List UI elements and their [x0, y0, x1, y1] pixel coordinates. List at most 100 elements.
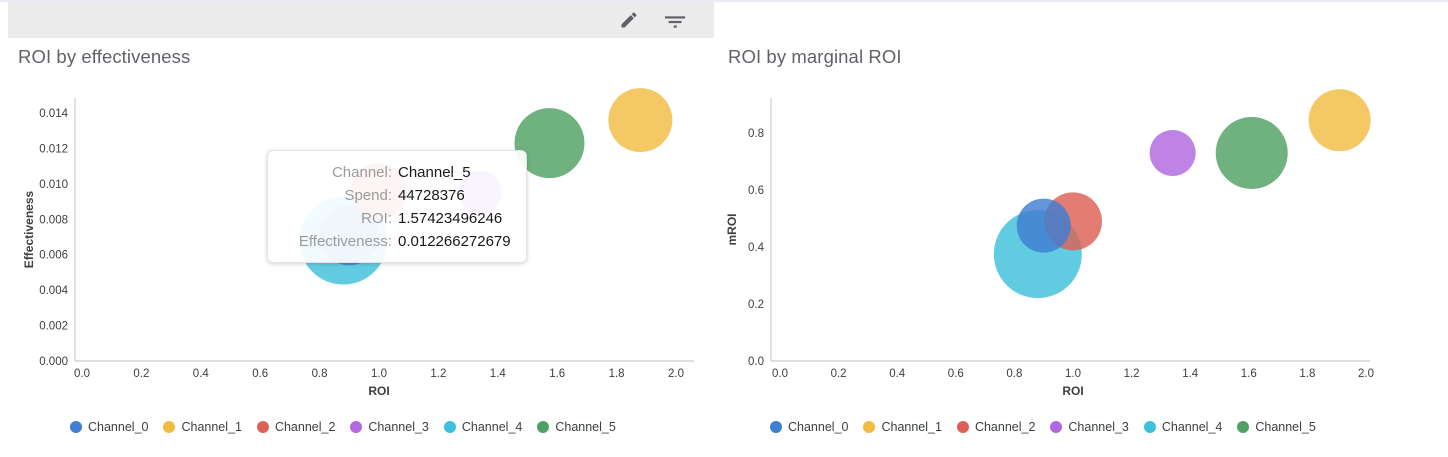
legend-item-Channel_5[interactable]: Channel_5	[1237, 420, 1316, 434]
chart-tooltip: Channel: Channel_5 Spend: 44728376 ROI: …	[267, 150, 527, 263]
legend-dot-icon	[770, 421, 782, 433]
x-tick-label: 0.6	[948, 368, 964, 380]
legend-item-Channel_4[interactable]: Channel_4	[443, 420, 523, 434]
legend-dot-icon	[1143, 421, 1156, 433]
y-axis-title: mROI	[725, 213, 739, 245]
tooltip-label: Effectiveness:	[298, 232, 392, 250]
legend-dot-icon	[256, 421, 269, 433]
tooltip-row-roi: ROI: 1.57423496246	[280, 207, 514, 230]
legend-label: Channel_5	[1255, 420, 1316, 434]
legend-label: Channel_4	[1161, 420, 1223, 434]
legend-dot-icon	[956, 421, 969, 433]
x-tick-label: 0.4	[193, 368, 210, 380]
legend-label: Channel_3	[368, 420, 429, 434]
legend-label: Channel_3	[1068, 420, 1129, 434]
legend-effectiveness: Channel_0 Channel_1 Channel_2 Channel_3 Chan…	[70, 420, 616, 434]
x-axis-title: ROI	[368, 384, 389, 398]
chart-title-marginal-roi: ROI by marginal ROI	[728, 46, 902, 67]
legend-dot-icon	[70, 421, 82, 433]
legend-label: Channel_5	[555, 420, 616, 434]
x-tick-label: 1.0	[371, 368, 387, 380]
x-tick-label: 0.2	[831, 368, 847, 380]
x-tick-label: 1.6	[549, 368, 565, 380]
legend-item-Channel_2[interactable]: Channel_2	[256, 420, 336, 434]
legend-label: Channel_2	[974, 420, 1036, 434]
legend-label: Channel_0	[88, 420, 149, 434]
legend-label: Channel_4	[461, 420, 523, 434]
x-tick-label: 1.8	[609, 368, 625, 380]
x-tick-label: 0.0	[772, 368, 788, 380]
legend-dot-icon	[537, 421, 550, 433]
tooltip-row-effectiveness: Effectiveness: 0.012266272679	[280, 230, 514, 253]
page-top-border	[0, 0, 1448, 2]
x-tick-label: 0.8	[312, 368, 328, 380]
y-tick-label: 0.6	[748, 185, 764, 197]
y-tick-label: 0.8	[748, 128, 764, 140]
legend-dot-icon	[443, 421, 456, 433]
chart-toolbar	[8, 2, 714, 38]
x-tick-label: 0.2	[133, 368, 149, 380]
legend-item-Channel_4[interactable]: Channel_4	[1143, 420, 1223, 434]
y-tick-label: 0.000	[39, 356, 68, 368]
y-tick-label: 0.004	[39, 285, 68, 297]
axes: 0.0 0.2 0.4 0.6 0.8 1.0 1.2 1.4 1.6 1.8 2.0 0.0 0.2 0…	[725, 98, 1374, 398]
tooltip-value: 0.012266272679	[398, 232, 511, 250]
bubble-chart-marginal-roi[interactable]: 0.0 0.2 0.4 0.6 0.8 1.0 1.2 1.4 1.6 1.8 2.0 0.0 0.2 0…	[710, 0, 1448, 412]
legend-item-Channel_3[interactable]: Channel_3	[350, 420, 429, 434]
bubble-Channel_5[interactable]	[1215, 116, 1288, 189]
y-tick-label: 0.006	[39, 250, 68, 262]
legend-dot-icon	[863, 421, 876, 433]
legend-label: Channel_0	[788, 420, 849, 434]
bubble-Channel_5[interactable]	[514, 108, 585, 179]
legend-item-Channel_2[interactable]: Channel_2	[956, 420, 1036, 434]
edit-icon[interactable]	[618, 9, 640, 31]
legend-dot-icon	[350, 421, 363, 433]
y-tick-label: 0.2	[748, 299, 764, 311]
legend-item-Channel_1[interactable]: Channel_1	[863, 420, 942, 434]
tooltip-value: 1.57423496246	[398, 209, 503, 227]
x-tick-label: 2.0	[668, 368, 684, 380]
legend-item-Channel_0[interactable]: Channel_0	[770, 420, 848, 434]
x-tick-label: 0.4	[889, 368, 906, 380]
y-tick-label: 0.012	[39, 143, 68, 155]
legend-item-Channel_0[interactable]: Channel_0	[70, 420, 148, 434]
x-tick-label: 1.4	[490, 368, 507, 380]
x-tick-label: 0.8	[1006, 368, 1022, 380]
tooltip-value: Channel_5	[398, 163, 471, 181]
legend-item-Channel_1[interactable]: Channel_1	[163, 420, 242, 434]
tooltip-label: Spend:	[344, 186, 392, 204]
tooltip-label: ROI:	[361, 209, 392, 227]
legend-dot-icon	[163, 421, 176, 433]
axes: 0.0 0.2 0.4 0.6 0.8 1.0 1.2 1.4 1.6 1.8 2.0 0.000 0.…	[22, 98, 694, 398]
legend-item-Channel_3[interactable]: Channel_3	[1050, 420, 1129, 434]
y-axis-title: Effectiveness	[22, 190, 36, 268]
panel-roi-by-marginal-roi: ROI by marginal ROI 0.0 0.2 0.4 0.6 0.8 1.0 1.…	[710, 0, 1448, 457]
bubble-Channel_0[interactable]	[1016, 198, 1071, 253]
legend-item-Channel_5[interactable]: Channel_5	[537, 420, 616, 434]
legend-marginal-roi: Channel_0 Channel_1 Channel_2 Channel_3 Chan…	[770, 420, 1316, 434]
bubble-Channel_1[interactable]	[608, 88, 673, 153]
x-tick-label: 0.6	[252, 368, 268, 380]
legend-dot-icon	[1237, 421, 1250, 433]
tooltip-label: Channel:	[331, 163, 392, 181]
legend-label: Channel_1	[881, 420, 942, 434]
filter-icon[interactable]	[664, 9, 686, 31]
bubble-Channel_1[interactable]	[1308, 89, 1371, 152]
tooltip-row-channel: Channel: Channel_5	[280, 161, 514, 184]
x-tick-label: 1.6	[1241, 368, 1257, 380]
legend-dot-icon	[1050, 421, 1063, 433]
legend-label: Channel_2	[274, 420, 336, 434]
x-tick-label: 1.8	[1299, 368, 1315, 380]
x-tick-label: 1.2	[430, 368, 446, 380]
y-tick-label: 0.008	[39, 214, 68, 226]
bubble-Channel_3[interactable]	[1149, 129, 1196, 176]
bubbles-layer	[993, 89, 1371, 299]
x-tick-label: 1.4	[1182, 368, 1199, 380]
y-tick-label: 0.002	[39, 321, 68, 333]
y-tick-label: 0.0	[748, 356, 764, 368]
tooltip-value: 44728376	[398, 186, 465, 204]
x-axis-title: ROI	[1062, 384, 1083, 398]
y-tick-label: 0.4	[748, 242, 765, 254]
legend-label: Channel_1	[181, 420, 242, 434]
